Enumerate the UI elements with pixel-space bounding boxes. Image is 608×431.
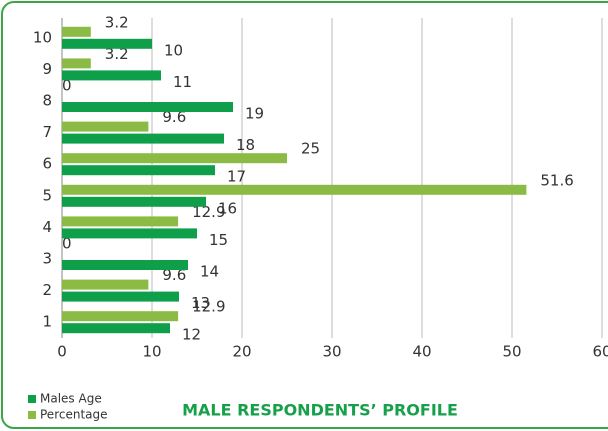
bar: [62, 323, 170, 334]
value-label: 17: [227, 168, 246, 186]
y-tick-label: 8: [42, 92, 52, 110]
y-tick-label: 6: [42, 155, 52, 173]
y-tick-label: 10: [33, 28, 52, 46]
bar: [62, 184, 527, 195]
chart-title: MALE RESPONDENTS’ PROFILE: [182, 401, 458, 420]
legend-swatch: [28, 395, 36, 403]
value-label: 15: [209, 231, 228, 249]
bar: [62, 26, 91, 37]
bar: [62, 196, 206, 207]
value-label: 12.9: [192, 298, 225, 316]
y-tick-label: 1: [42, 313, 52, 331]
value-label: 0: [62, 77, 72, 95]
legend-swatch: [28, 411, 36, 419]
y-tick-label: 3: [42, 250, 52, 268]
x-tick-label: 20: [232, 343, 251, 361]
bar: [62, 165, 215, 176]
value-label: 3.2: [105, 13, 129, 31]
bar: [62, 70, 161, 81]
bar: [62, 153, 287, 164]
value-label: 3.2: [105, 45, 129, 63]
value-label: 12.9: [192, 203, 225, 221]
value-label: 13: [191, 294, 210, 312]
y-tick-label: 2: [42, 281, 52, 299]
x-tick-label: 0: [57, 343, 67, 361]
y-tick-label: 5: [42, 186, 52, 204]
legend-label: Males Age: [40, 392, 102, 406]
value-label: 18: [236, 136, 255, 154]
value-label: 9.6: [162, 108, 186, 126]
x-tick-label: 50: [502, 343, 521, 361]
bar: [62, 102, 233, 112]
x-tick-label: 30: [322, 343, 341, 361]
bar: [62, 291, 179, 302]
bar: [62, 279, 149, 290]
bar: [62, 260, 188, 270]
x-tick-label: 10: [142, 343, 161, 361]
value-label: 10: [164, 41, 183, 59]
x-tick-label: 40: [412, 343, 431, 361]
bar: [62, 121, 149, 132]
value-label: 14: [200, 263, 219, 281]
bar: [62, 216, 179, 227]
y-tick-label: 9: [42, 60, 52, 78]
value-label: 0: [62, 235, 72, 253]
value-label: 11: [173, 73, 192, 91]
bar: [62, 58, 91, 69]
value-label: 19: [245, 105, 264, 123]
y-tick-label: 4: [42, 218, 52, 236]
legend-label: Percentage: [40, 408, 108, 422]
y-tick-label: 7: [42, 123, 52, 141]
value-label: 12: [182, 326, 201, 344]
value-label: 16: [218, 199, 237, 217]
x-tick-label: 60: [592, 343, 608, 361]
value-label: 25: [301, 140, 320, 158]
bar: [62, 311, 179, 322]
bar: [62, 38, 152, 49]
bar: [62, 133, 224, 144]
value-label: 9.6: [162, 266, 186, 284]
value-label: 51.6: [540, 171, 573, 189]
bar: [62, 228, 197, 239]
